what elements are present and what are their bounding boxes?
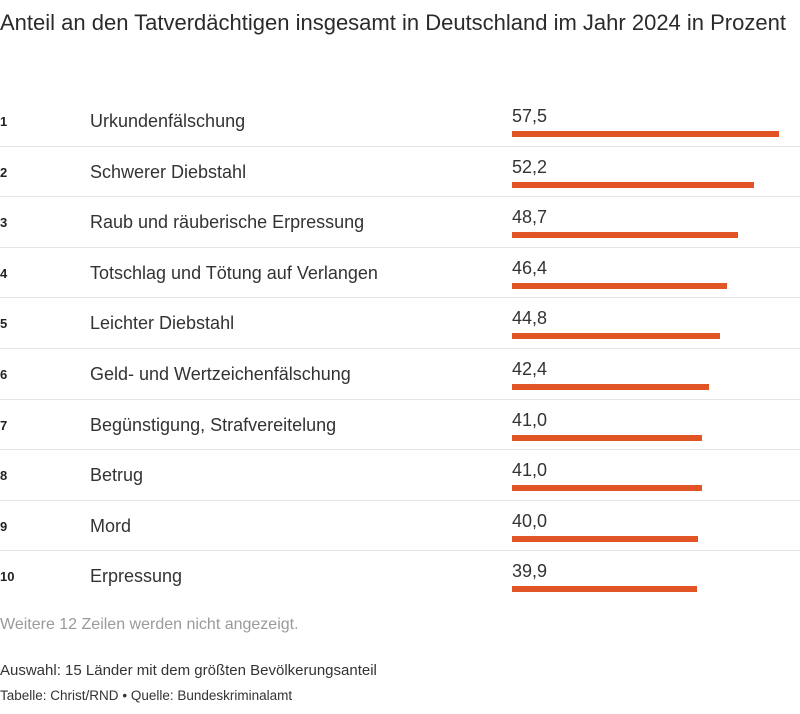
category-label: Raub und räuberische Erpressung (90, 212, 365, 233)
value-label: 52,2 (512, 156, 548, 177)
value-label: 41,0 (512, 460, 548, 481)
bar (512, 181, 755, 188)
bar (512, 131, 779, 137)
table-row: 8 Betrug 41,0 (0, 450, 800, 501)
value-label: 39,9 (512, 561, 548, 582)
credits: Tabelle: Christ/RND • Quelle: Bundeskrim… (0, 688, 292, 703)
category-label: Begünstigung, Strafvereitelung (90, 414, 337, 435)
table-row: 10 Erpressung 39,9 (0, 551, 800, 602)
table-rows: 1 Urkundenfälschung 57,5 2 Schwerer Diebstah… (0, 96, 800, 602)
rank-label: 8 (0, 468, 8, 484)
bar (512, 434, 703, 441)
table-row: 9 Mord 40,0 (0, 501, 800, 552)
table-row: 3 Raub und räuberische Erpressung 48,7 (0, 197, 800, 248)
category-label: Leichter Diebstahl (90, 313, 235, 334)
value-label: 40,0 (512, 510, 548, 531)
table-row: 4 Totschlag und Tötung auf Verlangen 46,4 (0, 248, 800, 299)
category-label: Betrug (90, 465, 144, 486)
category-label: Mord (90, 515, 132, 536)
chart-title: Anteil an den Tatverdächtigen insgesamt … (0, 10, 786, 35)
value-label: 57,5 (512, 106, 548, 126)
selection-note: Auswahl: 15 Länder mit dem größten Bevöl… (0, 662, 377, 679)
value-label: 41,0 (512, 409, 548, 430)
category-label: Erpressung (90, 566, 183, 587)
bar (512, 586, 698, 593)
rank-label: 3 (0, 215, 8, 231)
category-label: Schwerer Diebstahl (90, 161, 247, 182)
value-label: 42,4 (512, 358, 548, 379)
rank-label: 10 (0, 569, 15, 585)
source-credit: Quelle: Bundeskriminalamt (130, 688, 293, 703)
bar (512, 232, 739, 239)
bar (512, 535, 698, 542)
separator-dot: • (122, 688, 128, 703)
value-label: 48,7 (512, 207, 548, 228)
rank-label: 6 (0, 366, 8, 382)
table-credit: Tabelle: Christ/RND (0, 688, 119, 703)
category-label: Totschlag und Tötung auf Verlangen (90, 262, 378, 283)
rank-label: 4 (0, 265, 8, 281)
bar (512, 282, 728, 289)
bar (512, 333, 721, 340)
value-label: 44,8 (512, 308, 548, 329)
rank-label: 5 (0, 316, 8, 332)
table-row: 7 Begünstigung, Strafvereitelung 41,0 (0, 400, 800, 451)
bar (512, 485, 703, 492)
table-row: 1 Urkundenfälschung 57,5 (0, 96, 800, 147)
table-row: 6 Geld- und Wertzeichenfälschung 42,4 (0, 349, 800, 400)
table-row: 2 Schwerer Diebstahl 52,2 (0, 147, 800, 198)
rank-label: 2 (0, 164, 8, 180)
hidden-rows-note: Weitere 12 Zeilen werden nicht angezeigt… (0, 616, 299, 633)
table-row: 5 Leichter Diebstahl 44,8 (0, 298, 800, 349)
bar (512, 383, 709, 390)
category-label: Geld- und Wertzeichenfälschung (90, 363, 351, 384)
value-label: 46,4 (512, 257, 548, 278)
rank-label: 7 (0, 417, 8, 433)
rank-label: 1 (0, 114, 8, 129)
rank-label: 9 (0, 518, 8, 534)
category-label: Urkundenfälschung (90, 111, 246, 131)
